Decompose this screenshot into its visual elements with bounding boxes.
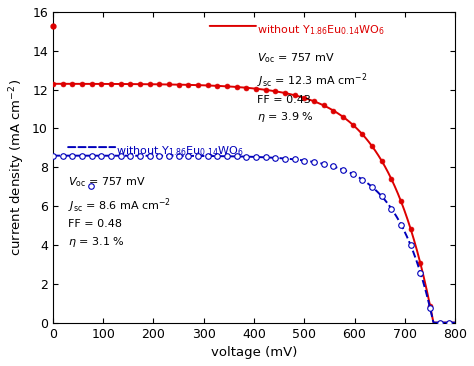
Y-axis label: current density (mA cm$^{-2}$): current density (mA cm$^{-2}$)	[7, 79, 27, 256]
Text: $V_\mathrm{oc}$ = 757 mV
$J_\mathrm{sc}$ = 8.6 mA cm$^{-2}$
FF = 0.48
$\eta$ = 3: $V_\mathrm{oc}$ = 757 mV $J_\mathrm{sc}$…	[68, 175, 171, 249]
Text: without $\mathrm{Y_{1.86}Eu_{0.14}WO_6}$: without $\mathrm{Y_{1.86}Eu_{0.14}WO_6}$	[257, 23, 385, 37]
Text: without $\mathrm{Y_{1.86}Eu_{0.14}WO_6}$: without $\mathrm{Y_{1.86}Eu_{0.14}WO_6}$	[117, 144, 244, 158]
X-axis label: voltage (mV): voltage (mV)	[211, 346, 297, 359]
Text: $V_\mathrm{oc}$ = 757 mV
$J_\mathrm{sc}$ = 12.3 mA cm$^{-2}$
FF = 0.43
$\eta$ = : $V_\mathrm{oc}$ = 757 mV $J_\mathrm{sc}$…	[257, 51, 367, 124]
